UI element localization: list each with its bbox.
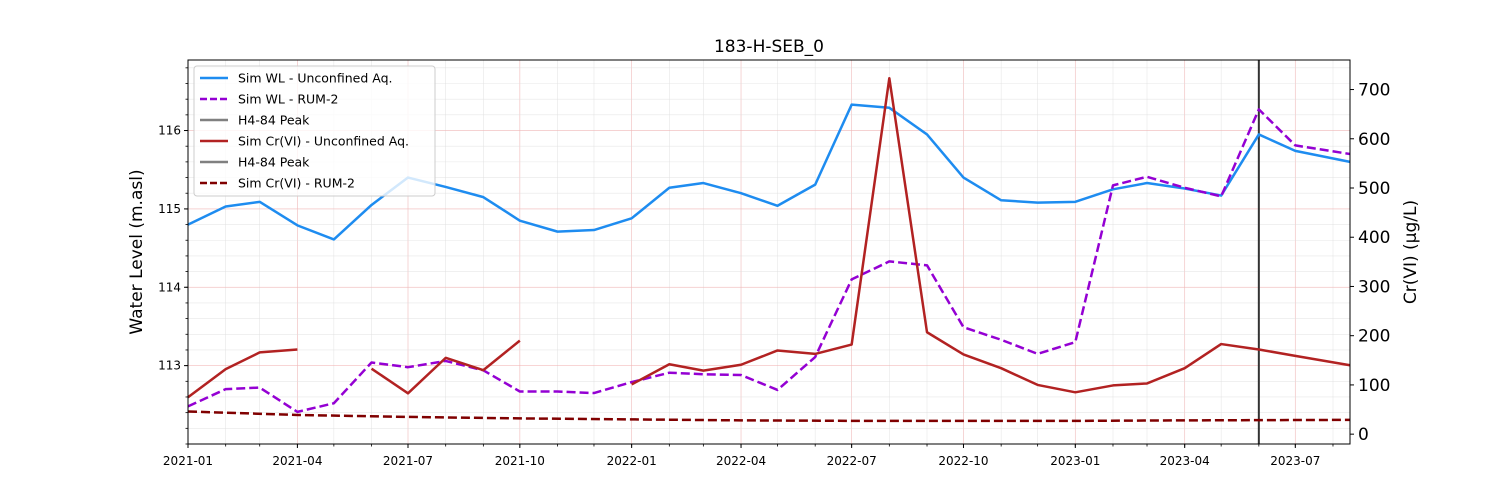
x-tick-label: 2023-04	[1160, 454, 1210, 468]
chart-title: 183-H-SEB_0	[714, 37, 824, 57]
y-axis-left-title: Water Level (m.asl)	[127, 169, 147, 334]
x-tick-label: 2021-10	[495, 454, 545, 468]
y-right-tick-label: 300	[1358, 277, 1390, 297]
x-tick-label: 2022-10	[938, 454, 988, 468]
legend-label: H4-84 Peak	[238, 113, 310, 128]
y-left-tick-label: 115	[158, 202, 181, 216]
axes: 2021-01 2021-04 2021-07 2021-10 2022-01 2022-…	[158, 67, 1390, 468]
series-line-sim-cr-vi-unconfined-aq	[631, 76, 1351, 394]
y-right-tick-label: 100	[1358, 376, 1390, 396]
y-right-tick-label: 500	[1358, 179, 1390, 199]
y-right-tick-label: 0	[1358, 425, 1369, 445]
legend-box	[193, 65, 436, 197]
series-line-sim-cr-vi-unconfined-aq	[370, 339, 521, 395]
y-right-tick-label: 600	[1358, 130, 1390, 150]
y-right-tick-label: 200	[1358, 327, 1390, 347]
y-right-tick-label: 400	[1358, 228, 1390, 248]
series-line-sim-wl-rum-2	[187, 108, 1351, 414]
legend-label: Sim Cr(VI) - Unconfined Aq.	[238, 134, 409, 149]
plot-frame	[187, 59, 1351, 445]
legend-label: Sim WL - RUM-2	[238, 92, 338, 107]
x-tick-label: 2021-01	[163, 454, 213, 468]
y-axis-right-title: Cr(VI) (µg/L)	[1401, 200, 1421, 304]
y-left-tick-label: 113	[158, 359, 181, 373]
x-tick-label: 2023-07	[1270, 454, 1320, 468]
x-tick-label: 2022-04	[716, 454, 766, 468]
series-line-sim-cr-vi-unconfined-aq	[187, 348, 298, 399]
series-line-sim-wl-unconfined-aq	[187, 103, 1351, 241]
y-left-tick-label: 114	[158, 280, 181, 294]
x-tick-label: 2023-01	[1050, 454, 1100, 468]
series-layer	[187, 76, 1351, 423]
y-left-tick-label: 116	[158, 124, 181, 138]
legend-label: Sim Cr(VI) - RUM-2	[238, 176, 355, 191]
x-tick-label: 2022-01	[607, 454, 657, 468]
x-tick-label: 2022-07	[827, 454, 877, 468]
legend-label: H4-84 Peak	[238, 155, 310, 170]
y-right-tick-label: 700	[1358, 81, 1390, 101]
series-line-sim-cr-vi-rum-2	[187, 410, 1351, 423]
legend: Sim WL - Unconfined Aq. Sim WL - RUM-2 H4-…	[193, 65, 436, 197]
legend-label: Sim WL - Unconfined Aq.	[238, 71, 393, 86]
x-tick-label: 2021-04	[272, 454, 322, 468]
x-tick-label: 2021-07	[383, 454, 433, 468]
